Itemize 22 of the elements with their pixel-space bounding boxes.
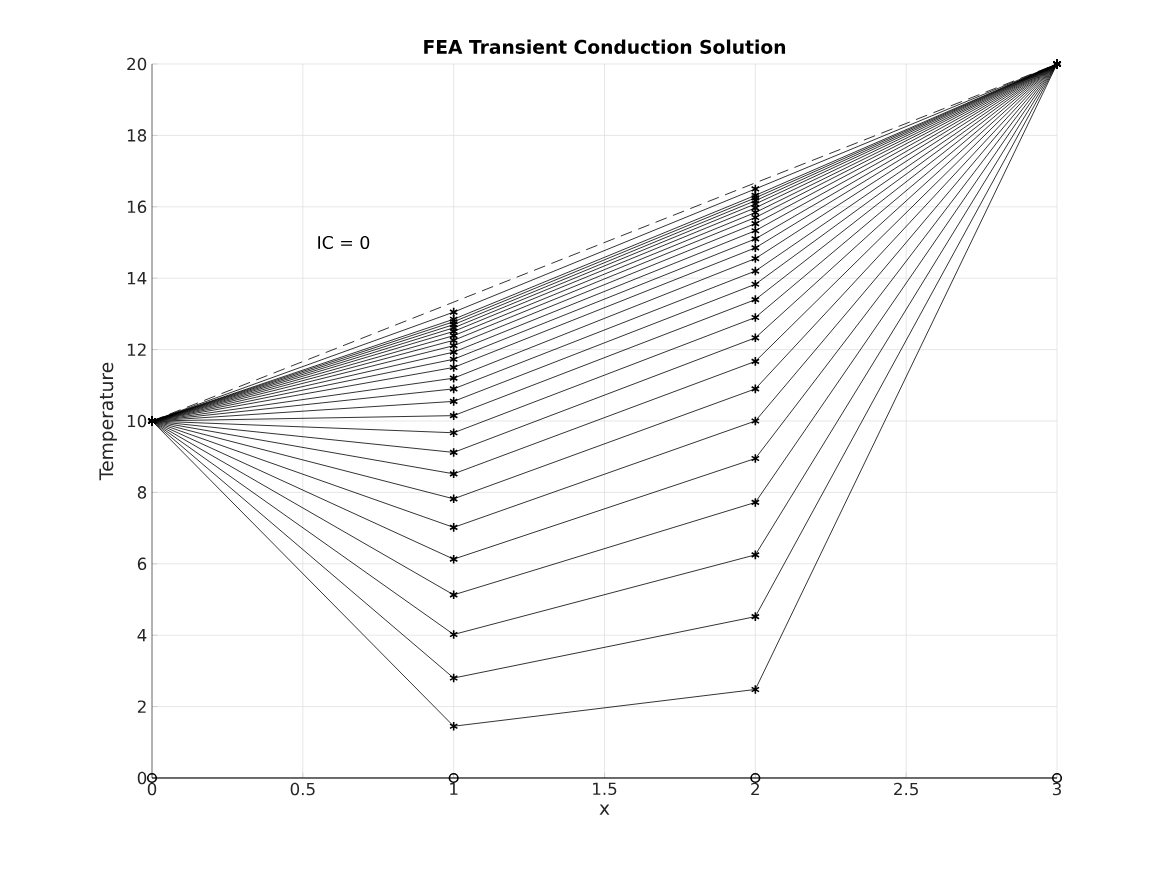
- y-tick-label: 20: [127, 57, 147, 71]
- y-tick-label: 0: [137, 771, 147, 785]
- x-tick-label: 3: [1052, 782, 1061, 796]
- chart-title: FEA Transient Conduction Solution: [424, 39, 786, 54]
- x-tick-label: 0: [147, 782, 157, 796]
- annotation: IC = 0: [318, 235, 370, 250]
- y-tick-label: 18: [127, 129, 147, 142]
- y-tick-label: 8: [137, 486, 147, 499]
- y-tick-label: 10: [127, 414, 147, 428]
- y-tick-label: 14: [127, 272, 147, 285]
- y-tick-label: 2: [137, 700, 146, 713]
- y-axis-title: Temperature: [99, 362, 117, 481]
- x-tick-label: 2: [751, 782, 759, 796]
- x-axis-title: x: [599, 804, 610, 815]
- y-tick-label: 12: [127, 343, 146, 356]
- y-tick-label: 16: [127, 200, 147, 214]
- y-tick-label: 6: [137, 557, 147, 571]
- x-tick-label: 1.5: [593, 782, 617, 796]
- x-tick-label: 2.5: [894, 782, 918, 796]
- x-tick-label: 0.5: [290, 782, 315, 796]
- x-tick-label: 1: [450, 782, 458, 795]
- y-tick-label: 4: [137, 629, 147, 642]
